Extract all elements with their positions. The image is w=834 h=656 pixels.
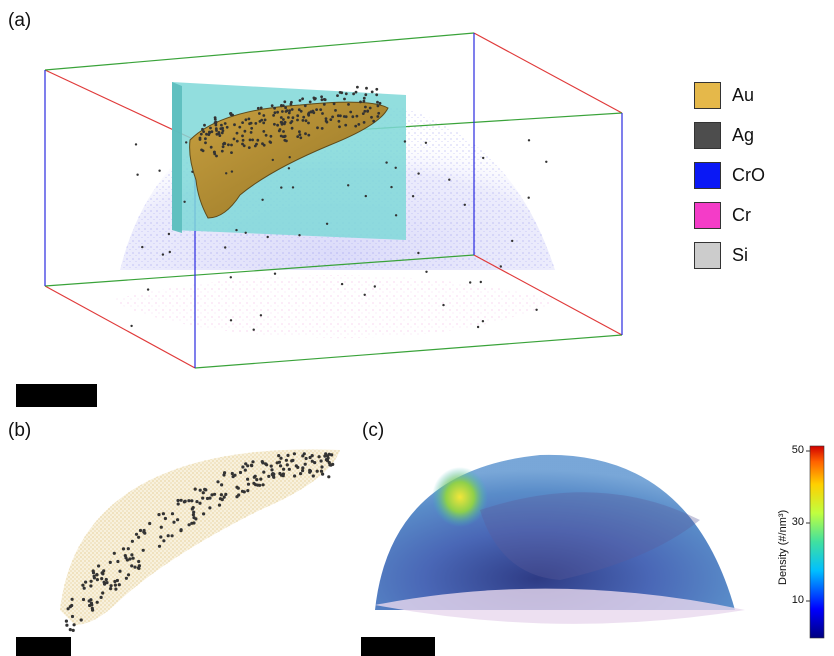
legend-item-cr: Cr: [694, 200, 751, 230]
scale-bar-a: [16, 384, 97, 407]
colorbar-tick-50: 50: [791, 444, 804, 456]
background-atoms-a: [130, 139, 548, 331]
legend-item-cro: CrO: [694, 160, 765, 190]
colorbar: [806, 445, 825, 639]
panel-label-b: (b): [8, 420, 32, 441]
legend-item-si: Si: [694, 240, 748, 270]
bounding-box: [44, 32, 623, 369]
colorbar-tick-30: 30: [791, 516, 804, 528]
scale-bar-c: [361, 637, 435, 656]
au-ag-cluster-b: [60, 449, 340, 625]
legend-swatch: [694, 201, 721, 229]
colorbar-title: Density (#/nm³): [777, 509, 789, 585]
legend-item-au: Au: [694, 80, 754, 110]
ag-atoms-a: [198, 85, 382, 158]
density-dome-c: [375, 454, 745, 624]
panel-label-c: (c): [362, 420, 385, 441]
legend-swatch: [694, 81, 721, 109]
legend-swatch: [694, 121, 721, 149]
au-isosurface: [189, 101, 389, 219]
legend-label: Ag: [732, 124, 755, 145]
legend-label: Cr: [732, 204, 751, 225]
scale-bar-b: [16, 637, 71, 656]
colorbar-tick-10: 10: [791, 594, 804, 606]
legend-swatch: [694, 161, 721, 189]
legend-label: CrO: [732, 164, 765, 185]
legend-item-ag: Ag: [694, 120, 754, 150]
ag-atoms-b: [64, 452, 335, 633]
legend-label: Si: [732, 244, 749, 265]
legend-swatch: [694, 241, 721, 269]
panel-label-a: (a): [8, 10, 32, 31]
legend-label: Au: [732, 84, 755, 105]
